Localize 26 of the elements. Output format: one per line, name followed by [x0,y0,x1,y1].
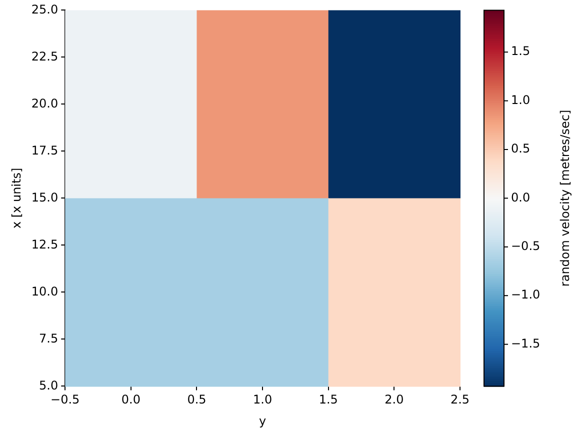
y-tick-label: 25.0 [31,2,58,16]
y-tick-label: 12.5 [31,237,58,252]
color-bar-label: 1.0 [511,92,530,107]
x-tick-label: 2.5 [450,392,470,407]
x-axis-title: y [259,414,266,428]
color-bar-label: −0.5 [511,239,540,254]
color-bar-label: 0.5 [511,142,530,156]
x-tick-label: 2.0 [384,392,404,407]
y-tick-label: 5.0 [39,378,58,392]
color-bar-label: −1.5 [511,336,540,350]
color-bar-label: 0.0 [511,190,530,204]
y-tick-label: 22.5 [31,49,58,64]
y-tick-label: 10.0 [31,284,58,298]
color-bar-title: random velocity [metres/sec] [558,110,572,287]
x-tick-label: 1.5 [318,392,338,407]
color-bar-label: −1.0 [511,288,540,302]
y-axis-title: x [x units] [9,168,24,229]
x-tick-label: 0.5 [187,392,206,407]
x-tick-label: 1.0 [253,392,272,407]
color-bar-label: 1.5 [511,44,530,58]
y-tick-label: 17.5 [31,143,58,158]
x-tick-label: 0.0 [121,392,140,407]
y-tick-label: 15.0 [31,190,58,204]
y-tick-label: 20.0 [31,96,58,110]
y-tick-label: 7.5 [39,331,58,346]
x-tick-label: −0.5 [50,392,80,407]
